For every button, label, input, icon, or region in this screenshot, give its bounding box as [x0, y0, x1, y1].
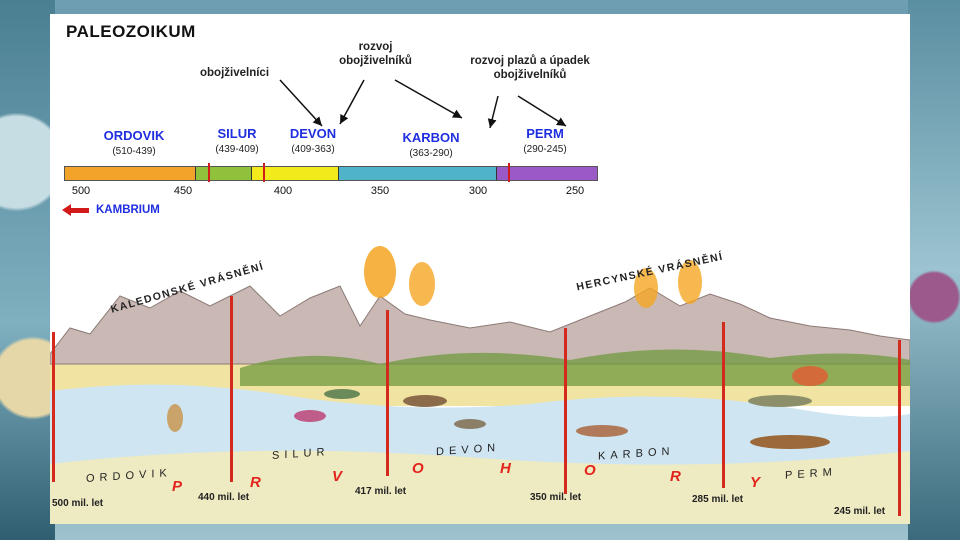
- arrow-to-devon-right: [339, 79, 365, 125]
- fish-icon: [454, 419, 486, 429]
- segment-devon: [252, 167, 339, 180]
- period-range: (290-245): [523, 144, 567, 155]
- amphibian-icon: [750, 435, 830, 449]
- boundary-line: [230, 296, 233, 482]
- shore-sand: [50, 450, 910, 524]
- letter-r: R: [250, 474, 261, 491]
- arrow-to-devon-left: [279, 79, 323, 127]
- boundary-label: 417 mil. let: [355, 486, 407, 497]
- letter-o2: O: [584, 462, 596, 479]
- annotation-obojzivelnici: obojživelníci: [200, 67, 270, 79]
- period-name: ORDOVIK: [103, 128, 165, 143]
- kambrium-pointer: KAMBRIUM: [62, 204, 160, 216]
- arrow-to-karbon: [394, 79, 463, 119]
- period-silur: SILUR (439-409): [202, 126, 272, 155]
- dimetrodon-icon: [792, 366, 828, 386]
- period-name: DEVON: [289, 126, 337, 141]
- segment-ordovik: [65, 167, 196, 180]
- reptile-icon: [748, 395, 812, 407]
- boundary-label: 440 mil. let: [198, 492, 250, 503]
- timeline-bar: [64, 166, 598, 181]
- boundary-label: 285 mil. let: [692, 494, 744, 505]
- trilobite-icon: [294, 410, 326, 422]
- letter-y: Y: [750, 474, 761, 491]
- annotation-arrows: [279, 79, 567, 129]
- crinoid-icon: [167, 404, 183, 432]
- volcano-plume: [678, 260, 702, 304]
- arrow-to-karbon-end: [487, 95, 499, 129]
- boundary-line: [564, 328, 567, 494]
- volcano-plume: [409, 262, 435, 306]
- axis-label: 250: [565, 185, 585, 197]
- period-name: KARBON: [402, 130, 460, 145]
- axis-label: 400: [273, 185, 293, 197]
- fish-icon: [403, 395, 447, 407]
- segment-perm: [497, 167, 597, 180]
- landscape-scene: KALEDONSKÉ VRÁSNĚNÍ HERCYNSKÉ VRÁSNĚNÍ O…: [50, 236, 910, 524]
- background-right: [908, 0, 960, 540]
- background-left: [0, 0, 55, 540]
- segment-silur: [196, 167, 252, 180]
- boundary-label: 245 mil. let: [834, 506, 886, 517]
- boundary-line: [386, 310, 389, 476]
- axis-label: 300: [468, 185, 488, 197]
- axis-label: 350: [370, 185, 390, 197]
- period-range: (363-290): [409, 148, 453, 159]
- letter-v: V: [332, 468, 343, 485]
- boundary-label: 350 mil. let: [530, 492, 582, 503]
- period-perm: PERM (290-245): [510, 126, 580, 155]
- period-name: PERM: [526, 126, 564, 141]
- annotation-rozvoj-plazu: rozvoj plazů a úpadek obojživelníků: [470, 55, 590, 81]
- period-range: (439-409): [215, 144, 259, 155]
- letter-o: O: [412, 460, 424, 477]
- period-ordovik: ORDOVIK (510-439): [94, 128, 174, 157]
- boundary-line: [722, 322, 725, 488]
- left-arrow-icon: [62, 204, 71, 216]
- period-range: (409-363): [291, 144, 335, 155]
- annotation-rozvoj-obojzivelniku: rozvoj obojživelníků: [339, 41, 412, 67]
- segment-karbon: [339, 167, 497, 180]
- diagram-card: PALEOZOIKUM obojživelníci rozvoj obojživ…: [50, 14, 910, 524]
- volcano-plume: [364, 246, 396, 298]
- period-name: SILUR: [217, 126, 257, 141]
- volcano-plume: [634, 268, 658, 308]
- fish-icon: [576, 425, 628, 437]
- axis-label: 450: [173, 185, 193, 197]
- mountains: [50, 285, 910, 365]
- period-range: (510-439): [112, 146, 156, 157]
- letter-h: H: [500, 460, 511, 477]
- boundary-tick: [208, 163, 210, 182]
- fish-icon: [324, 389, 360, 399]
- period-karbon: KARBON (363-290): [390, 130, 472, 159]
- boundary-tick: [508, 163, 510, 182]
- diagram-title: PALEOZOIKUM: [66, 22, 196, 41]
- arrow-to-perm: [517, 95, 567, 127]
- boundary-tick: [263, 163, 265, 182]
- axis-label: 500: [71, 185, 91, 197]
- period-devon: DEVON (409-363): [278, 126, 348, 155]
- letter-r2: R: [670, 468, 681, 485]
- boundary-line: [898, 340, 901, 516]
- letter-p: P: [172, 478, 183, 495]
- kambrium-label: KAMBRIUM: [96, 204, 160, 216]
- boundary-label: 500 mil. let: [52, 498, 104, 509]
- boundary-line: [52, 332, 55, 482]
- vegetation-band: [240, 349, 910, 386]
- landscape-illustration: [50, 246, 910, 524]
